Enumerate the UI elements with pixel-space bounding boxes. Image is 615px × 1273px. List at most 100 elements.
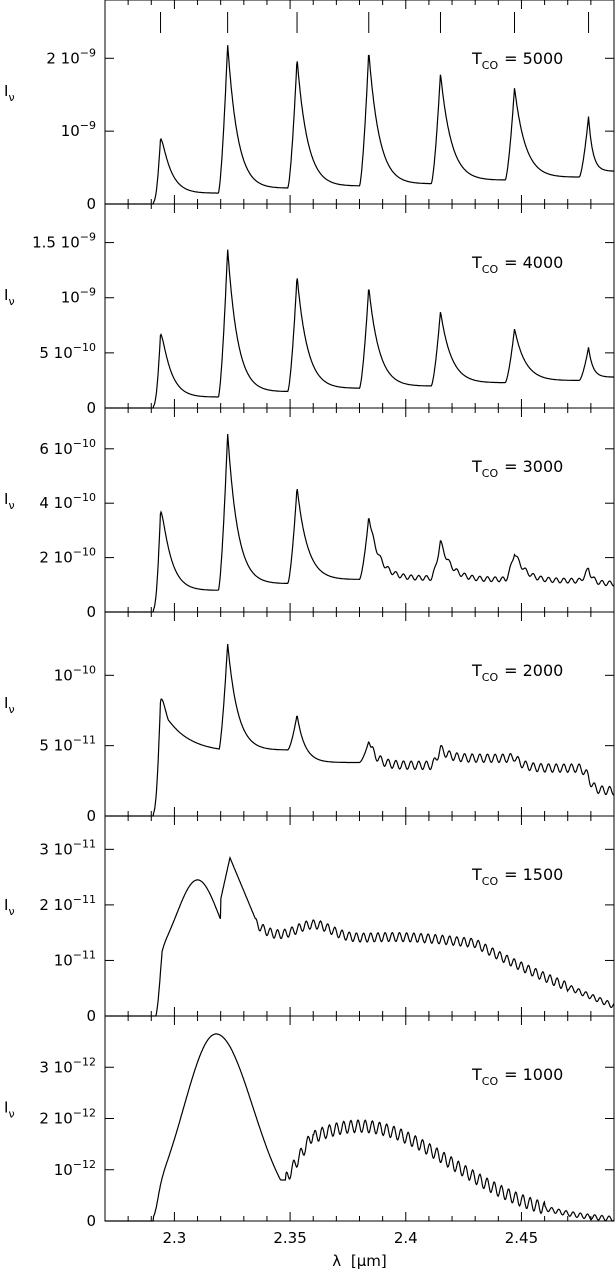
x-tick-label: 2.35 (273, 1229, 306, 1247)
y-tick-label-base: 0 (86, 1007, 96, 1025)
x-tick-label: 2.45 (505, 1229, 538, 1247)
temperature-label-symbol: T (471, 661, 482, 680)
y-tick-label: 0 (86, 807, 96, 825)
temperature-label-sub: CO (482, 1075, 499, 1088)
y-tick-label-base: 2 10 (46, 49, 79, 67)
y-tick-label-base: 0 (86, 1212, 96, 1230)
spectrum-line (105, 1033, 615, 1222)
y-tick-label-exponent: −10 (73, 341, 96, 354)
y-tick-label-exponent: −12 (73, 1107, 96, 1120)
spectrum-line (105, 249, 615, 409)
y-tick-label-exponent: −9 (80, 231, 96, 244)
y-tick-label-base: 0 (86, 807, 96, 825)
y-tick-label-base: 10 (54, 951, 73, 969)
y-tick-label: 0 (86, 603, 96, 621)
temperature-label-sub: CO (482, 467, 499, 480)
y-tick-label: 10−12 (54, 1158, 96, 1179)
y-tick-label: 10−11 (54, 948, 96, 969)
temperature-label-symbol: T (471, 49, 482, 68)
y-tick-label-exponent: −11 (73, 734, 96, 747)
y-tick-label-base: 5 10 (39, 737, 72, 755)
y-tick-label: 2 10−12 (39, 1107, 96, 1128)
y-tick-label-exponent: −10 (73, 546, 96, 559)
panel-4: 0 5 10−11 10−10 Iν TCO = 2000 (4, 611, 615, 825)
y-tick-label-exponent: −11 (73, 893, 96, 906)
temperature-label-sub: CO (482, 875, 499, 888)
y-tick-label: 3 10−12 (39, 1055, 96, 1076)
y-tick-label: 6 10−10 (39, 437, 96, 458)
y-tick-label-exponent: −9 (80, 46, 96, 59)
y-tick-label: 10−9 (61, 286, 96, 307)
temperature-label-symbol: T (471, 253, 482, 272)
y-tick-label: 5 10−11 (39, 734, 96, 755)
spectrum-line (105, 433, 615, 613)
temperature-label-value: = 2000 (504, 661, 563, 680)
y-tick-label-base: 0 (86, 603, 96, 621)
y-tick-label-exponent: −12 (73, 1055, 96, 1068)
y-tick-label: 5 10−10 (39, 341, 96, 362)
y-tick-label-base: 6 10 (39, 440, 72, 458)
temperature-label-symbol: T (471, 1065, 482, 1084)
y-axis-label-sub: ν (8, 91, 14, 104)
temperature-label-sub: CO (482, 263, 499, 276)
y-axis-label: Iν (4, 1098, 15, 1120)
temperature-label: TCO = 1000 (471, 1065, 563, 1088)
x-axis-label: λ [μm] (332, 1252, 387, 1270)
temperature-label-value: = 5000 (504, 49, 563, 68)
panel-frame (104, 0, 615, 205)
y-tick-label: 0 (86, 195, 96, 213)
y-tick-label-exponent: −10 (73, 437, 96, 450)
y-tick-label-exponent: −11 (73, 837, 96, 850)
y-axis-label-main: I (4, 286, 8, 304)
panel-frame (104, 1015, 615, 1222)
x-axis-label-symbol: λ (332, 1252, 341, 1270)
temperature-label-value: = 1500 (504, 865, 563, 884)
spectrum-line (105, 45, 614, 205)
y-tick-label-exponent: −11 (73, 948, 96, 961)
y-tick-label-base: 4 10 (39, 494, 72, 512)
y-tick-label-base: 1.5 10 (32, 234, 80, 252)
y-tick-label-exponent: −12 (73, 1158, 96, 1171)
y-tick-label: 1.5 10−9 (32, 231, 96, 252)
y-tick-label-base: 2 10 (39, 549, 72, 567)
y-tick-label: 10−10 (54, 663, 96, 684)
y-tick-label-base: 3 10 (39, 840, 72, 858)
y-tick-label: 4 10−10 (39, 491, 96, 512)
y-axis-label-main: I (4, 1098, 8, 1116)
x-tick-label: 2.4 (394, 1229, 418, 1247)
y-tick-label: 2 10−9 (46, 46, 96, 67)
y-tick-label-exponent: −9 (80, 119, 96, 132)
temperature-label-value: = 1000 (504, 1065, 563, 1084)
panel-frame (104, 407, 615, 613)
x-axis-tick-labels: 2.3 2.35 2.4 2.45 (162, 1229, 538, 1247)
temperature-label-sub: CO (482, 59, 499, 72)
temperature-label-value: = 4000 (504, 253, 563, 272)
y-axis-label-main: I (4, 896, 8, 914)
temperature-label-symbol: T (471, 865, 482, 884)
y-axis-label-main: I (4, 694, 8, 712)
y-tick-label: 3 10−11 (39, 837, 96, 858)
y-tick-label: 0 (86, 1007, 96, 1025)
y-tick-label-base: 2 10 (39, 896, 72, 914)
y-axis-label-main: I (4, 82, 8, 100)
y-tick-label-base: 5 10 (39, 344, 72, 362)
x-tick-label: 2.3 (162, 1229, 186, 1247)
y-axis-label: Iν (4, 82, 15, 104)
spectrum-line (105, 856, 615, 1017)
temperature-label: TCO = 5000 (471, 49, 563, 72)
y-axis-label: Iν (4, 286, 15, 308)
temperature-label: TCO = 1500 (471, 865, 563, 888)
y-tick-label: 2 10−11 (39, 893, 96, 914)
panel-frame (104, 815, 615, 1017)
y-tick-label-base: 0 (86, 195, 96, 213)
y-axis-label: Iν (4, 694, 15, 716)
y-tick-label-base: 0 (86, 399, 96, 417)
y-tick-label-base: 10 (54, 1161, 73, 1179)
panel-frame (104, 203, 615, 409)
y-tick-label: 0 (86, 1212, 96, 1230)
